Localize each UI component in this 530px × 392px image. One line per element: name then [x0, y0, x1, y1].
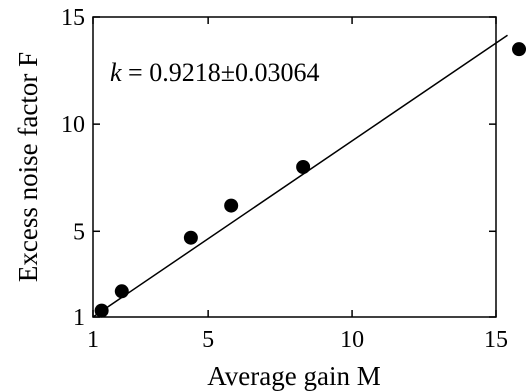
data-point [296, 160, 311, 174]
y-axis-title: Excess noise factor F [13, 52, 43, 282]
x-tick-label: 5 [202, 327, 214, 353]
x-tick-label: 1 [87, 327, 99, 353]
annotation-value: = 0.9218 [122, 58, 221, 87]
annotation-symbol: k [110, 58, 122, 87]
fit-line [92, 34, 508, 318]
data-point [224, 198, 239, 213]
fit-annotation: k = 0.9218±0.03064 [110, 58, 320, 87]
x-axis-title: Average gain M [207, 361, 380, 391]
y-tick-label: 15 [61, 5, 85, 31]
annotation-error: 0.03064 [235, 58, 320, 87]
data-point [94, 303, 109, 318]
y-tick-label: 10 [61, 112, 85, 138]
data-points [94, 42, 527, 318]
fit-line-group [92, 34, 508, 318]
y-tick-label: 1 [73, 305, 85, 331]
data-point [512, 42, 527, 57]
data-point [183, 230, 198, 245]
x-tick-label: 15 [484, 327, 508, 353]
x-tick-label: 10 [340, 327, 364, 353]
data-point [114, 284, 129, 299]
y-tick-label: 5 [73, 219, 85, 245]
annotation-pm: ± [221, 58, 235, 87]
plot-frame [92, 16, 497, 318]
